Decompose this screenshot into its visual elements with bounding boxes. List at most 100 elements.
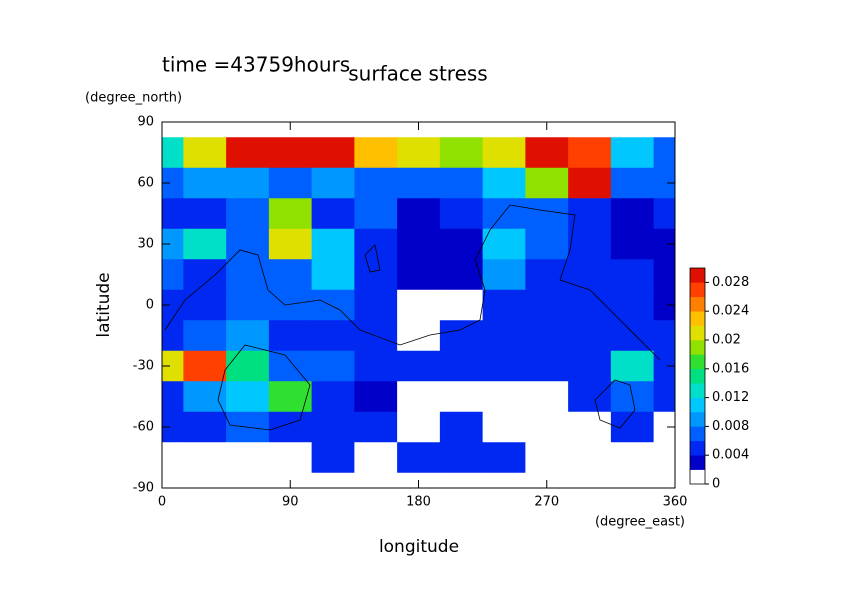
field-cell bbox=[525, 411, 569, 443]
field-cell bbox=[397, 320, 441, 352]
field-cell bbox=[568, 228, 612, 260]
field-cell bbox=[162, 472, 184, 488]
colorbar-tick-label: 0.02 bbox=[712, 333, 741, 348]
field-cell bbox=[610, 350, 655, 382]
field-cell bbox=[525, 350, 569, 382]
field-cell bbox=[610, 137, 655, 169]
field-cell bbox=[482, 411, 526, 443]
field-cell bbox=[653, 198, 675, 230]
field-cell bbox=[226, 381, 270, 413]
field-cell bbox=[311, 289, 355, 321]
field-cell bbox=[268, 259, 313, 291]
colorbar-swatch bbox=[690, 354, 705, 370]
field-cell bbox=[397, 228, 441, 260]
field-cell bbox=[354, 259, 398, 291]
colorbar bbox=[690, 268, 705, 485]
subtitle: time =43759hours bbox=[162, 53, 350, 77]
colorbar-swatch bbox=[690, 440, 705, 456]
field-cell bbox=[397, 411, 441, 443]
y-tick-label: -30 bbox=[133, 359, 154, 374]
field-cell bbox=[226, 442, 270, 474]
field-cell bbox=[162, 228, 184, 260]
field-cell bbox=[482, 228, 526, 260]
field-cell bbox=[610, 167, 655, 199]
field-cell bbox=[610, 198, 655, 230]
field-cell bbox=[268, 167, 313, 199]
field-cell bbox=[268, 411, 313, 443]
field-cell bbox=[568, 198, 612, 230]
field-cell bbox=[354, 472, 398, 488]
field-cell bbox=[482, 167, 526, 199]
colorbar-tick-label: 0.008 bbox=[712, 419, 749, 434]
field-cell bbox=[354, 198, 398, 230]
field-cell bbox=[482, 442, 526, 474]
field-cell bbox=[183, 289, 227, 321]
colorbar-swatch bbox=[690, 426, 705, 442]
field-cell bbox=[525, 289, 569, 321]
colorbar-swatch bbox=[690, 268, 705, 283]
y-unit: (degree_north) bbox=[85, 91, 182, 106]
field-cell bbox=[354, 122, 398, 138]
field-cell bbox=[311, 350, 355, 382]
field-cell bbox=[183, 137, 227, 169]
field-cell bbox=[397, 289, 441, 321]
field-cell bbox=[354, 442, 398, 474]
field-cell bbox=[653, 381, 675, 413]
field-cell bbox=[162, 167, 184, 199]
field-cell bbox=[568, 350, 612, 382]
chart-title: surface stress bbox=[348, 62, 487, 86]
field-cell bbox=[439, 472, 484, 488]
field-cell bbox=[568, 122, 612, 138]
field-cell bbox=[183, 381, 227, 413]
field-cell bbox=[162, 137, 184, 169]
field-cell bbox=[183, 167, 227, 199]
field-cell bbox=[439, 137, 484, 169]
colorbar-tick-label: 0 bbox=[712, 477, 720, 492]
field-cell bbox=[568, 167, 612, 199]
field-cell bbox=[482, 137, 526, 169]
field-cell bbox=[439, 320, 484, 352]
field-cell bbox=[311, 381, 355, 413]
y-tick-label: 0 bbox=[146, 298, 154, 313]
field-cell bbox=[268, 320, 313, 352]
field-cell bbox=[397, 350, 441, 382]
field-cell bbox=[268, 442, 313, 474]
colorbar-swatch bbox=[690, 412, 705, 427]
colorbar-swatch bbox=[690, 325, 705, 341]
colorbar-tick-label: 0.004 bbox=[712, 448, 749, 463]
field-cell bbox=[354, 289, 398, 321]
field-cell bbox=[439, 259, 484, 291]
field-cell bbox=[610, 442, 655, 474]
field-cell bbox=[226, 228, 270, 260]
field-cell bbox=[162, 198, 184, 230]
field-cell bbox=[354, 350, 398, 382]
field-cell bbox=[397, 381, 441, 413]
x-tick-label: 90 bbox=[282, 495, 299, 510]
field-cell bbox=[525, 381, 569, 413]
field-cell bbox=[610, 259, 655, 291]
x-tick-label: 180 bbox=[406, 495, 431, 510]
field-cell bbox=[354, 167, 398, 199]
field-cell bbox=[653, 167, 675, 199]
colorbar-tick-label: 0.028 bbox=[712, 275, 749, 290]
field-cell bbox=[311, 442, 355, 474]
colorbar-swatch bbox=[690, 368, 705, 384]
colorbar-swatch bbox=[690, 469, 705, 485]
field-cell bbox=[162, 259, 184, 291]
colorbar-swatch bbox=[690, 383, 705, 398]
field-cell bbox=[183, 228, 227, 260]
field-cell bbox=[482, 198, 526, 230]
field-cell bbox=[226, 350, 270, 382]
field-cell bbox=[653, 442, 675, 474]
field-cell bbox=[162, 381, 184, 413]
x-unit: (degree_east) bbox=[595, 515, 685, 530]
y-axis-label: latitude bbox=[94, 272, 114, 337]
field-cell bbox=[162, 411, 184, 443]
field-cell bbox=[162, 289, 184, 321]
field-cell bbox=[439, 442, 484, 474]
field-cell bbox=[183, 472, 227, 488]
field-cell bbox=[354, 228, 398, 260]
coastlines bbox=[164, 204, 661, 431]
field-cell bbox=[311, 198, 355, 230]
